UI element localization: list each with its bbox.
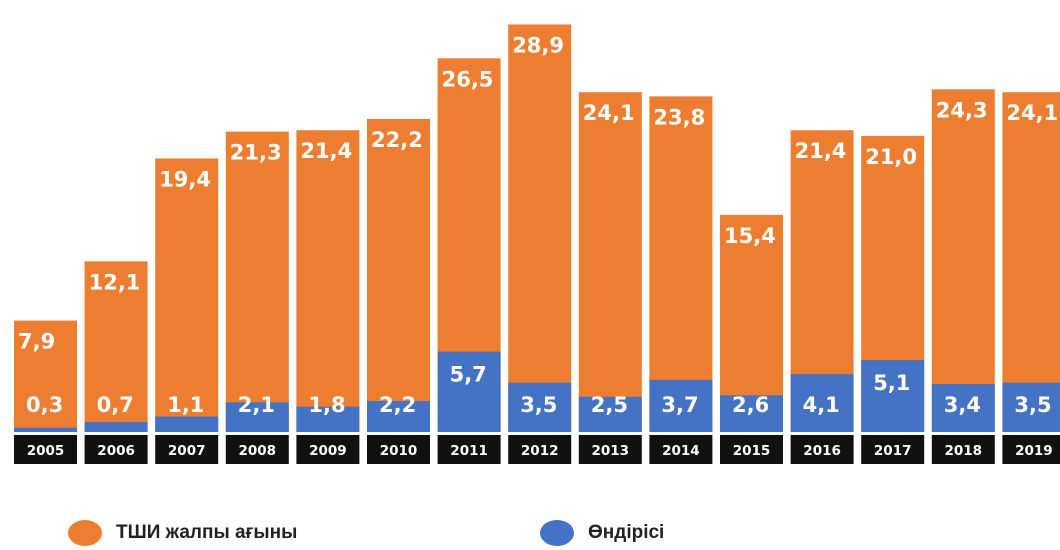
label-production-2017: 5,1 <box>873 371 910 395</box>
year-band-2011 <box>437 435 501 464</box>
year-band-2014 <box>649 435 713 464</box>
label-total-2011: 26,5 <box>442 67 494 91</box>
bar-total-2010 <box>367 118 430 432</box>
tick-label-2009: 2009 <box>309 443 347 459</box>
bar-total-2013 <box>578 92 642 432</box>
label-total-2014: 23,8 <box>653 105 705 129</box>
bar-total-2006 <box>84 261 148 432</box>
bar-total-2009 <box>296 130 360 432</box>
label-production-2007: 1,1 <box>167 393 204 417</box>
tick-label-2006: 2006 <box>97 443 135 459</box>
year-band-2019 <box>1002 435 1060 464</box>
legend-item-total: ТШИ жалпы ағыны <box>68 520 297 546</box>
legend-swatch-total <box>68 520 102 546</box>
label-production-2011: 5,7 <box>450 363 487 387</box>
bar-production-2008 <box>225 402 289 432</box>
bar-production-2006 <box>84 422 148 432</box>
bar-production-2005 <box>14 427 77 432</box>
tick-label-2017: 2017 <box>874 443 912 459</box>
label-total-2005: 7,9 <box>18 330 55 354</box>
label-total-2010: 22,2 <box>371 128 423 152</box>
label-production-2013: 2,5 <box>591 393 628 417</box>
year-band-2006 <box>84 435 148 464</box>
tick-label-2012: 2012 <box>521 443 559 459</box>
label-total-2017: 21,0 <box>865 145 917 169</box>
label-production-2008: 2,1 <box>238 393 275 417</box>
label-total-2007: 19,4 <box>159 167 211 191</box>
legend-label-total: ТШИ жалпы ағыны <box>116 522 298 543</box>
year-band-2015 <box>720 435 783 464</box>
tick-label-2005: 2005 <box>27 443 65 459</box>
bar-production-2013 <box>578 396 642 432</box>
year-band-2005 <box>14 435 77 464</box>
bar-total-2007 <box>155 158 219 432</box>
tick-label-2014: 2014 <box>662 443 700 459</box>
tick-label-2008: 2008 <box>239 443 277 459</box>
year-band-2010 <box>367 435 430 464</box>
label-production-2012: 3,5 <box>520 393 557 417</box>
label-total-2016: 21,4 <box>795 139 847 163</box>
bar-production-2010 <box>367 400 430 432</box>
year-band-2009 <box>296 435 360 464</box>
bar-production-2016 <box>790 374 854 432</box>
bar-production-2014 <box>649 379 713 432</box>
bar-production-2017 <box>861 360 925 432</box>
bar-production-2012 <box>508 382 572 432</box>
bar-total-2008 <box>225 131 289 432</box>
label-production-2009: 1,8 <box>308 393 345 417</box>
label-production-2015: 2,6 <box>732 393 769 417</box>
year-band-2016 <box>790 435 854 464</box>
year-band-2013 <box>578 435 642 464</box>
tick-label-2019: 2019 <box>1015 443 1053 459</box>
year-band-2007 <box>155 435 219 464</box>
label-total-2018: 24,3 <box>936 98 988 122</box>
bar-total-2012 <box>508 24 572 432</box>
year-band-2008 <box>225 435 289 464</box>
bar-total-2019 <box>1002 92 1060 432</box>
tick-label-2007: 2007 <box>168 443 206 459</box>
legend-item-production: Өндірісі <box>540 520 664 546</box>
label-total-2013: 24,1 <box>583 101 635 125</box>
year-band-2018 <box>931 435 995 464</box>
legend: ТШИ жалпы ағыны Өндірісі <box>0 520 1060 550</box>
bar-chart: 7,9 0,3 2005 12,1 0,7 2006 19,4 1,1 2007 21,3 2,1 2… <box>14 24 1060 464</box>
tick-label-2018: 2018 <box>945 443 983 459</box>
bar-production-2019 <box>1002 382 1060 432</box>
label-production-2019: 3,5 <box>1014 393 1051 417</box>
label-total-2006: 12,1 <box>89 270 141 294</box>
tick-label-2016: 2016 <box>803 443 841 459</box>
bar-production-2015 <box>720 395 783 432</box>
legend-swatch-production <box>540 520 574 546</box>
year-band-2017 <box>861 435 925 464</box>
label-production-2005: 0,3 <box>26 393 63 417</box>
label-production-2018: 3,4 <box>944 393 981 417</box>
bar-production-2011 <box>437 351 501 432</box>
bar-production-2018 <box>931 384 995 432</box>
label-total-2008: 21,3 <box>230 141 282 165</box>
label-production-2006: 0,7 <box>97 393 134 417</box>
label-production-2016: 4,1 <box>803 393 840 417</box>
label-total-2015: 15,4 <box>724 224 776 248</box>
label-production-2014: 3,7 <box>661 393 698 417</box>
label-total-2019: 24,1 <box>1006 101 1058 125</box>
tick-label-2015: 2015 <box>733 443 771 459</box>
tick-label-2011: 2011 <box>450 443 488 459</box>
legend-label-production: Өндірісі <box>588 522 665 543</box>
bar-total-2005 <box>14 320 77 432</box>
year-band-2012 <box>508 435 572 464</box>
label-total-2012: 28,9 <box>512 33 564 57</box>
bar-total-2018 <box>931 89 995 433</box>
bar-production-2009 <box>296 406 360 432</box>
label-production-2010: 2,2 <box>379 393 416 417</box>
tick-label-2013: 2013 <box>592 443 630 459</box>
tick-label-2010: 2010 <box>380 443 418 459</box>
bar-production-2007 <box>155 416 219 432</box>
bar-total-2014 <box>649 96 713 432</box>
label-total-2009: 21,4 <box>300 139 352 163</box>
